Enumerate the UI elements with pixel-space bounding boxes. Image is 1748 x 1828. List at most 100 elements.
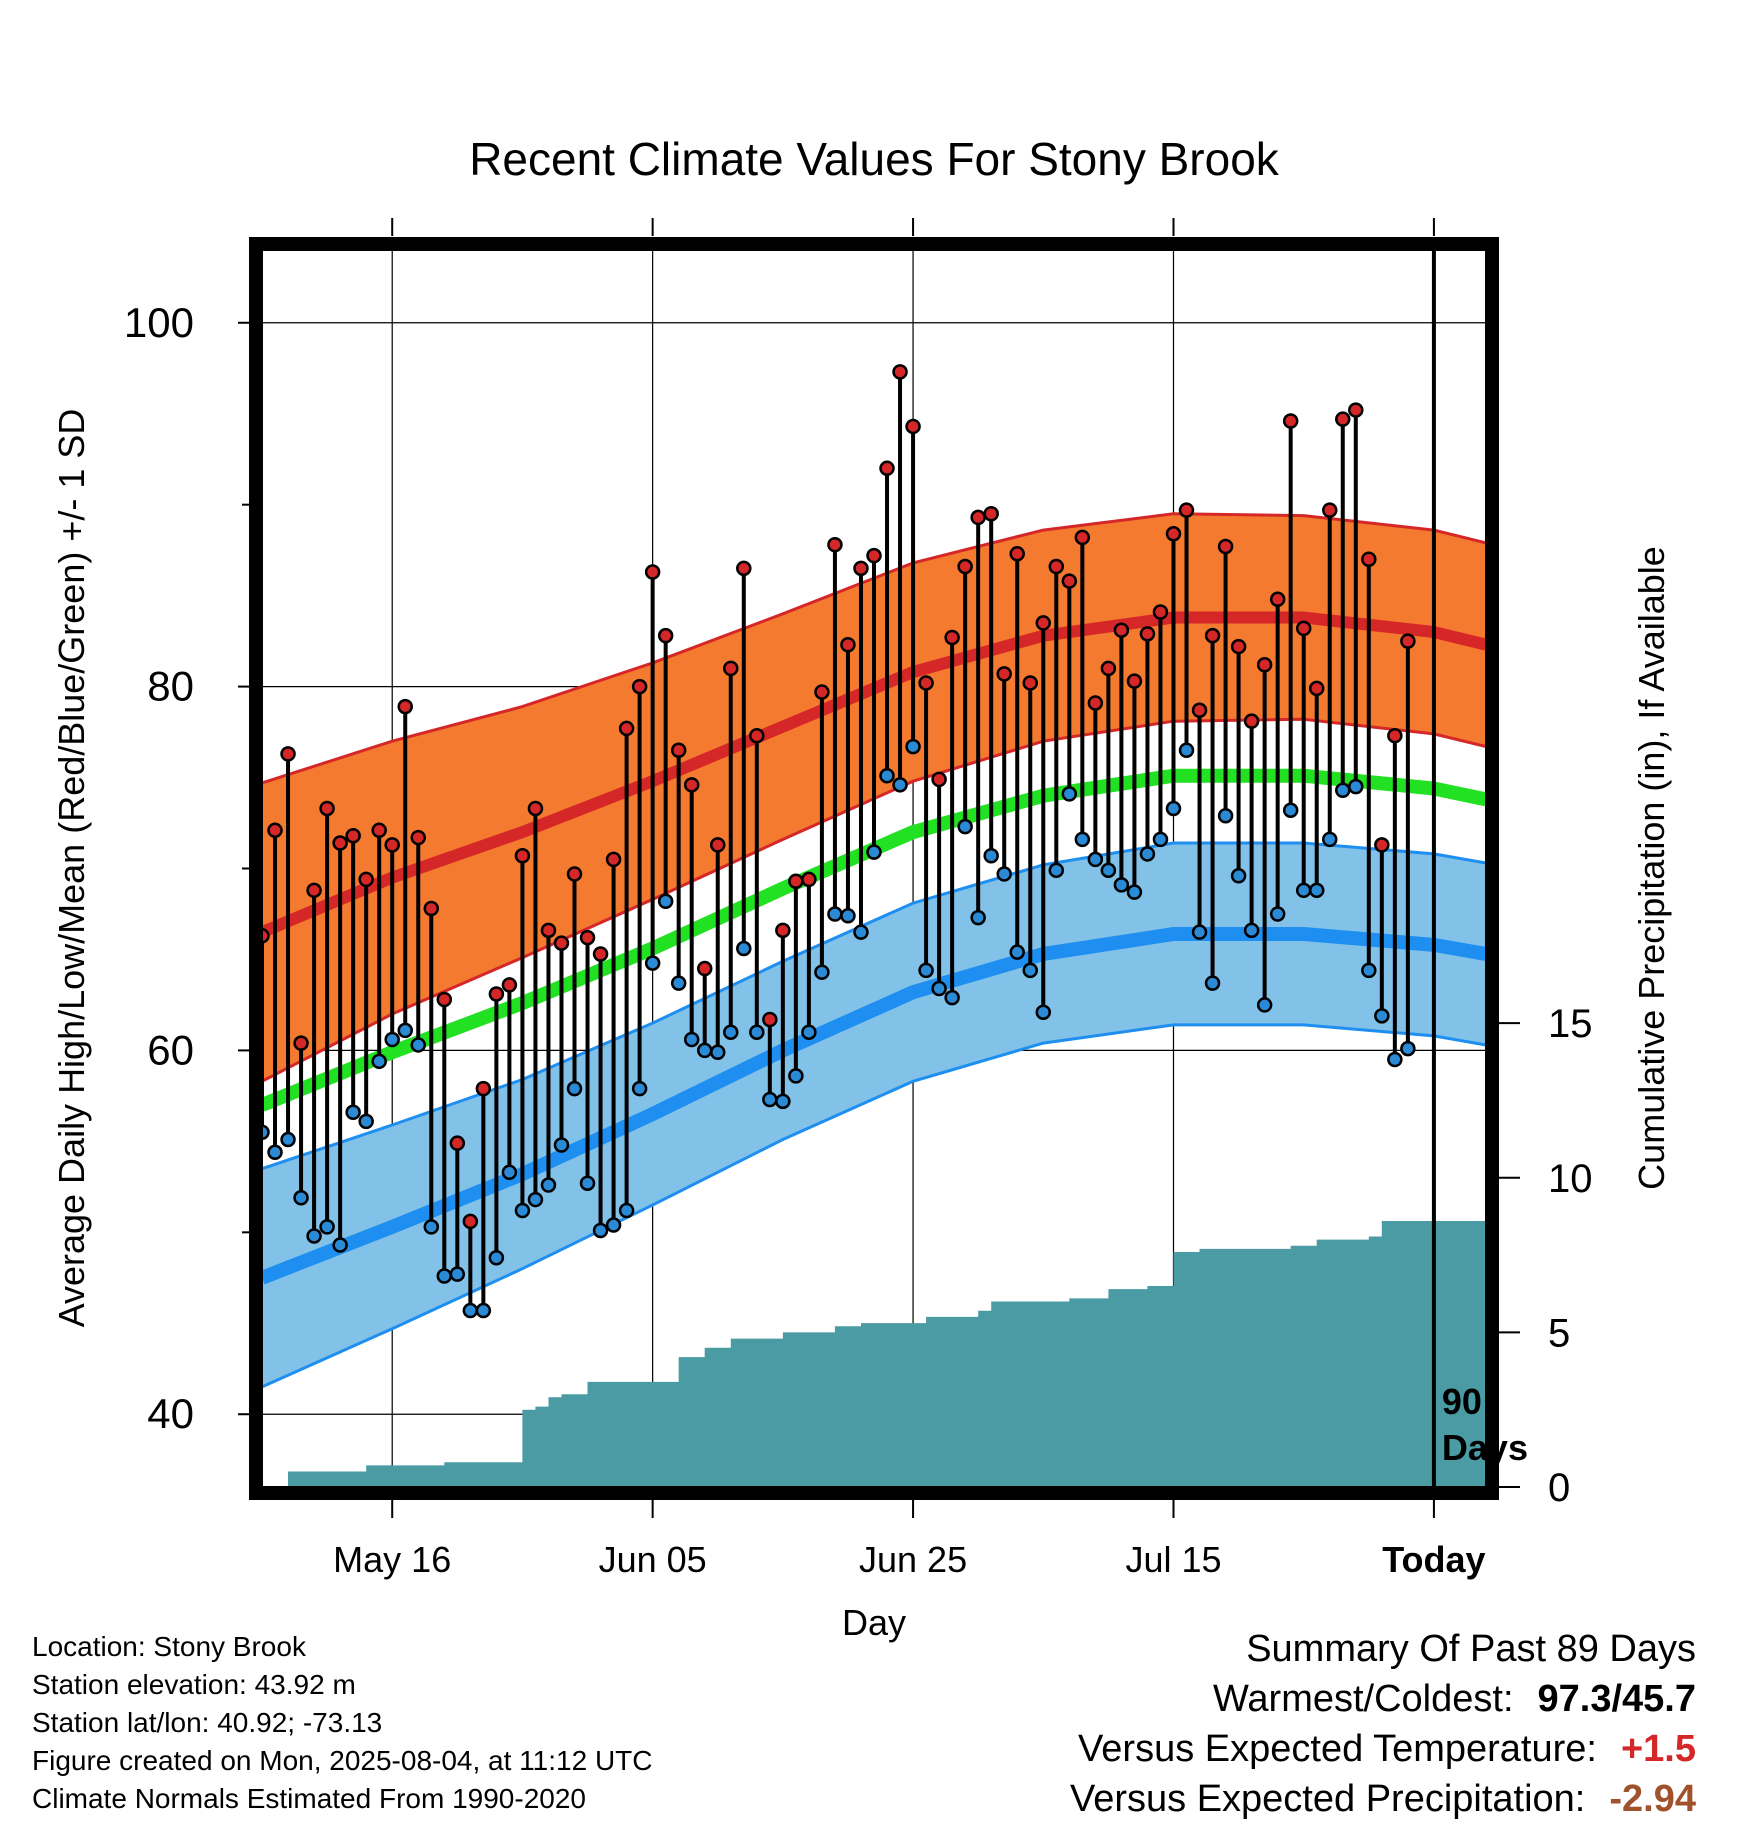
high-point xyxy=(1048,558,1065,575)
low-point xyxy=(1113,877,1130,893)
low-point xyxy=(788,1068,804,1084)
y-tick-label: 60 xyxy=(147,1026,194,1073)
high-point xyxy=(996,666,1012,682)
high-point xyxy=(957,558,973,575)
high-point xyxy=(410,829,427,846)
high-point xyxy=(723,660,739,677)
high-point xyxy=(1009,546,1025,562)
low-point xyxy=(1230,868,1247,884)
low-point xyxy=(866,844,882,860)
high-point xyxy=(631,678,648,695)
high-point xyxy=(540,922,557,939)
high-point xyxy=(423,900,440,917)
low-point xyxy=(1400,1040,1416,1057)
low-point xyxy=(1061,786,1078,802)
precip-value: -2.94 xyxy=(1609,1778,1696,1820)
low-point xyxy=(1361,962,1377,979)
low-point xyxy=(1204,975,1221,991)
high-point xyxy=(1191,702,1208,718)
high-point xyxy=(1374,837,1390,853)
high-point xyxy=(905,418,921,435)
low-point xyxy=(280,1131,296,1148)
high-point xyxy=(1100,660,1117,677)
high-point xyxy=(332,835,348,851)
high-point xyxy=(605,851,622,868)
low-point xyxy=(944,989,960,1006)
low-point xyxy=(970,909,986,926)
high-point xyxy=(1308,680,1325,697)
low-point xyxy=(462,1302,479,1319)
summary-title: Summary Of Past 89 Days xyxy=(1246,1628,1696,1670)
low-point xyxy=(736,940,752,957)
high-point xyxy=(462,1213,479,1230)
x-tick-label: Jun 25 xyxy=(859,1539,967,1580)
low-band-lower-edge xyxy=(262,1023,1486,1389)
low-point xyxy=(1074,831,1091,848)
high-point xyxy=(1348,402,1364,418)
plot-frame xyxy=(249,237,1499,1500)
y-tick-label: 40 xyxy=(147,1390,194,1437)
low-point xyxy=(410,1037,427,1053)
summary-precip: Versus Expected Precipitation: -2.94 xyxy=(1070,1774,1696,1824)
high-point xyxy=(475,1080,492,1097)
low-point xyxy=(1321,831,1338,848)
low-point xyxy=(488,1250,505,1266)
high-point xyxy=(319,800,335,817)
station-info: Location: Stony Brook Station elevation:… xyxy=(32,1628,653,1818)
normal-low-line xyxy=(262,927,1486,1285)
low-point xyxy=(384,1031,400,1048)
low-sd-band xyxy=(262,843,1486,1387)
y-tick-label: 80 xyxy=(147,663,194,710)
low-point xyxy=(1295,882,1312,899)
high-point xyxy=(1061,573,1078,589)
low-point xyxy=(1178,742,1195,759)
high-point xyxy=(1243,713,1260,729)
days-count-label: 90 xyxy=(1442,1381,1482,1422)
high-point xyxy=(866,547,882,564)
low-point xyxy=(553,1137,570,1153)
low-point xyxy=(397,1022,413,1039)
precip-tick-label: 0 xyxy=(1548,1466,1570,1510)
high-point xyxy=(1139,626,1156,642)
high-point xyxy=(762,1011,778,1028)
high-point xyxy=(709,837,726,853)
low-point xyxy=(1139,846,1156,862)
low-point xyxy=(358,1113,374,1130)
high-point xyxy=(306,882,322,899)
low-point xyxy=(436,1268,453,1284)
high-point xyxy=(1074,529,1091,546)
low-point xyxy=(423,1219,440,1235)
high-point xyxy=(1387,727,1403,744)
precip-tick-label: 10 xyxy=(1548,1157,1593,1201)
high-point xyxy=(1087,695,1104,711)
high-point xyxy=(488,986,505,1002)
high-point xyxy=(931,771,947,788)
high-point xyxy=(683,777,700,793)
low-point xyxy=(540,1177,557,1193)
high-point xyxy=(566,866,583,882)
info-normals: Climate Normals Estimated From 1990-2020 xyxy=(32,1783,586,1814)
low-point xyxy=(449,1266,466,1282)
high-point xyxy=(449,1135,466,1151)
high-point xyxy=(579,929,596,946)
low-point xyxy=(996,866,1012,882)
temp-value: +1.5 xyxy=(1620,1728,1696,1770)
low-point xyxy=(1152,831,1169,848)
high-point xyxy=(696,960,713,977)
info-latlon: Station lat/lon: 40.92; -73.13 xyxy=(32,1707,383,1738)
high-point xyxy=(644,564,661,580)
low-point xyxy=(566,1080,583,1097)
high-point xyxy=(944,629,960,646)
low-point xyxy=(814,964,830,980)
low-point xyxy=(670,975,687,991)
low-point xyxy=(1087,851,1104,868)
low-point xyxy=(1282,802,1299,819)
low-point xyxy=(1100,862,1117,879)
high-point xyxy=(1400,633,1416,649)
low-point xyxy=(1048,862,1065,879)
low-point xyxy=(332,1237,348,1253)
low-point xyxy=(905,738,921,755)
precip-tick-label: 15 xyxy=(1548,1002,1593,1046)
low-point xyxy=(853,924,869,940)
days-unit-label: Days xyxy=(1442,1427,1528,1468)
